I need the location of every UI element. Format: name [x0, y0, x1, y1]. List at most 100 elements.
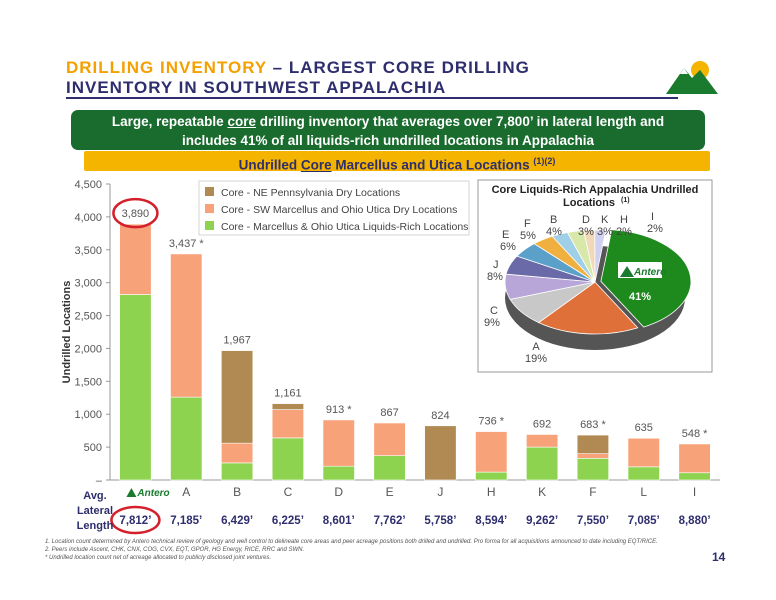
pie-pct-Antero: 41% [629, 291, 651, 303]
pie-title-line2: Locations [563, 197, 615, 209]
pie-slice-A [537, 281, 639, 335]
y-tick-label: 1,500 [74, 376, 102, 388]
category-label-D: D [334, 485, 343, 499]
headline-line1: Large, repeatable core drilling inventor… [111, 114, 665, 129]
chart-banner: Undrilled Core Marcellus and Utica Locat… [84, 151, 710, 173]
avg-lateral-C: 6,225’ [272, 515, 304, 527]
legend-swatch-2 [205, 221, 214, 230]
mountain-peak-icon [680, 68, 688, 74]
pie-slice-I [594, 229, 607, 283]
pie-logo-text: Antero [633, 267, 666, 278]
category-label-C: C [284, 485, 293, 499]
antero-bar-logo-text: Antero [136, 488, 169, 499]
bar-segment-K-s0 [526, 446, 559, 481]
total-label-K: 692 [533, 418, 551, 430]
footnote-star: * Undrilled location count net of acreag… [45, 555, 272, 561]
bar-segment-F-s1 [576, 453, 609, 459]
pie-label-A: A [532, 341, 540, 353]
avg-lateral-I: 8,880’ [679, 515, 711, 527]
pie-pct-J: 8% [487, 271, 503, 283]
avg-lateral-AR: 7,812’ [119, 515, 151, 527]
y-axis-label: Undrilled Locations [61, 281, 73, 384]
bar-segment-E-s0 [373, 455, 406, 481]
bar-segment-C-s1 [271, 409, 304, 439]
y-tick-label: 3,000 [74, 278, 102, 290]
bar-segment-F-s0 [576, 457, 609, 481]
bar-segment-A-s0 [170, 396, 203, 481]
pie-label-J: J [493, 259, 499, 271]
avg-lateral-A: 7,185’ [170, 515, 202, 527]
bar-segment-AR-s1 [119, 223, 152, 295]
pie-label-B: B [550, 214, 557, 226]
avg-lateral-J: 5,758’ [424, 515, 456, 527]
bar-segment-B-s1 [221, 442, 254, 464]
avg-lateral-row-label: Length [77, 520, 114, 532]
total-label-I: 548 * [682, 428, 708, 440]
total-label-AR: 3,890 [122, 208, 150, 220]
pie-pct-F: 5% [520, 230, 536, 242]
pie-label-I: I [651, 211, 654, 223]
pie-pct-K: 3% [597, 226, 613, 238]
category-label-L: L [640, 485, 647, 499]
page-title-line2: INVENTORY IN SOUTHWEST APPALACHIA [66, 78, 447, 97]
bar-segment-AR-s0 [119, 294, 152, 481]
avg-lateral-E: 7,762’ [374, 515, 406, 527]
category-label-F: F [589, 485, 596, 499]
bar-segment-C-s2 [271, 403, 304, 410]
y-tick-label: 3,500 [74, 245, 102, 257]
page-title-line1: DRILLING INVENTORY – LARGEST CORE DRILLI… [66, 58, 530, 78]
bar-segment-L-s1 [627, 437, 660, 468]
avg-lateral-F: 7,550’ [577, 515, 609, 527]
headline-core-word: core [227, 114, 256, 129]
pie-pct-I: 2% [647, 223, 663, 235]
bar-segment-H-s1 [475, 431, 508, 473]
category-label-K: K [538, 485, 546, 499]
pie-label-C: C [490, 305, 498, 317]
headline-line2: includes 41% of all liquids-rich undrill… [181, 133, 595, 148]
pie-title-line1: Core Liquids-Rich Appalachia Undrilled [492, 184, 699, 196]
pie-pct-E: 6% [500, 241, 516, 253]
y-tick-label: 4,000 [74, 212, 102, 224]
category-label-I: I [693, 485, 696, 499]
y-tick-label: – [96, 475, 103, 487]
category-label-H: H [487, 485, 496, 499]
avg-lateral-K: 9,262’ [526, 515, 558, 527]
total-label-L: 635 [635, 422, 653, 434]
highlight-circle-lateral [110, 505, 161, 535]
title-accent: DRILLING INVENTORY [66, 58, 267, 77]
bar-segment-F-s2 [576, 434, 609, 454]
bar-segment-K-s1 [526, 434, 559, 448]
y-tick-label: 2,000 [74, 343, 102, 355]
bar-segment-B-s0 [221, 462, 254, 481]
banner-core-word: Core [300, 157, 332, 173]
bar-segment-B-s2 [221, 350, 254, 444]
pie-pct-B: 4% [546, 226, 562, 238]
y-tick-label: 2,500 [74, 311, 102, 323]
avg-lateral-D: 8,601’ [323, 515, 355, 527]
avg-lateral-B: 6,429’ [221, 515, 253, 527]
y-tick-label: 4,500 [74, 179, 102, 191]
bar-segment-I-s1 [678, 443, 711, 474]
bar-segment-J-s2 [424, 425, 457, 481]
total-label-A: 3,437 * [169, 238, 205, 250]
avg-lateral-H: 8,594’ [475, 515, 507, 527]
bar-segment-E-s1 [373, 422, 406, 456]
legend-label-0: Core - NE Pennsylvania Dry Locations [221, 187, 400, 199]
pie-label-K: K [601, 214, 609, 226]
total-label-C: 1,161 [274, 388, 302, 400]
pie-pct-H: 2% [616, 226, 632, 238]
page-number: 14 [712, 550, 726, 564]
pie-label-F: F [524, 218, 531, 230]
pie-logo-mountain-icon [620, 266, 634, 277]
bar-segment-H-s0 [475, 471, 508, 481]
legend-box [198, 180, 470, 236]
bar-segment-I-s0 [678, 472, 711, 481]
total-label-J: 824 [431, 410, 449, 422]
title-underline [66, 97, 678, 99]
category-label-E: E [386, 485, 394, 499]
footnote-2: 2. Peers include Ascent, CHK, CNX, COG, … [45, 547, 305, 553]
mountain-icon [666, 68, 718, 94]
footnote-1: 1. Location count determined by Antero t… [45, 539, 658, 545]
legend-swatch-0 [205, 187, 214, 196]
